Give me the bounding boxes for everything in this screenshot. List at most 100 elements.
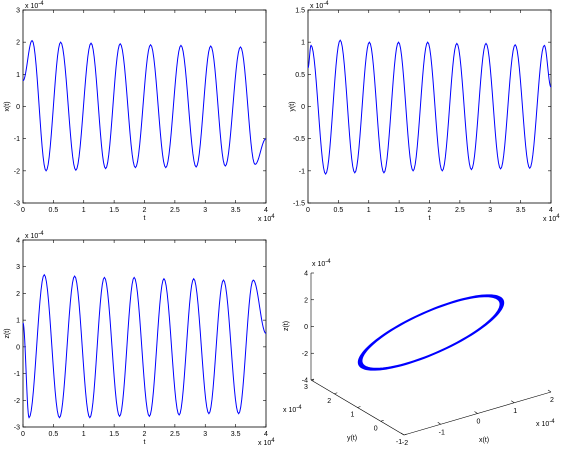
x-tick-label: 1	[367, 207, 371, 214]
x-axis-label: t	[144, 215, 146, 222]
y-axis-label: y(t)	[289, 101, 296, 111]
y-exponent-label-base: x 10	[25, 233, 38, 240]
x-tick-label: 3.5	[231, 207, 241, 214]
plot-area	[22, 9, 267, 204]
x-tick-label: 4	[264, 207, 268, 214]
y-tick-label: 0.5	[295, 72, 305, 79]
y-tick-label: 0	[374, 425, 378, 432]
x-tick-label: 2.5	[455, 207, 465, 214]
y-exponent-label-base: x 10	[283, 407, 296, 414]
y-tick-label: -3	[14, 425, 20, 432]
x-tick-label: 1	[513, 408, 517, 415]
x-tick-label: 3.5	[231, 431, 241, 438]
y-tick-label: -1	[14, 371, 20, 378]
y-tick-mark	[357, 406, 361, 408]
y-tick-mark	[403, 433, 408, 436]
x-tick-label: 3.5	[516, 207, 526, 214]
x-tick-mark	[511, 400, 515, 403]
trajectory-3d	[357, 294, 505, 371]
y-exponent-label: x 10-4	[283, 405, 302, 414]
series-line	[22, 39, 267, 172]
x-tick-label: 2.5	[170, 431, 180, 438]
y-tick-label: -0.5	[293, 136, 305, 143]
subplot-2: 0 0.5 1 1.5 2 2.5 3 3.5 4 -1.5 -1 -0.5 0 0.5 1 1.5 t y(t)…	[289, 1, 560, 223]
x-tick-label: 3	[488, 207, 492, 214]
x-exponent-label: x 104	[258, 438, 275, 447]
y-exponent-label: x 10-4	[25, 231, 44, 240]
y-axis-label: z(t)	[4, 328, 11, 338]
y-tick-label: 3	[304, 384, 308, 391]
x-axis-label: t	[144, 439, 146, 446]
plot-area	[22, 239, 267, 428]
y-tick-label: 1.5	[295, 8, 305, 15]
y-tick-label: 3	[16, 264, 20, 271]
y-axis-label: x(t)	[4, 101, 11, 111]
x-axis-label: x(t)	[479, 437, 489, 444]
x-tick-label: 1.5	[394, 207, 404, 214]
x-tick-label: 0	[21, 207, 25, 214]
y-exponent-label-power: -4	[323, 1, 329, 7]
z-exponent-label-base: x 10	[312, 261, 325, 268]
x-tick-mark	[437, 422, 441, 425]
x-tick-mark	[547, 389, 552, 393]
x-tick-label: 0.5	[334, 207, 344, 214]
x-tick-label: 2	[143, 431, 147, 438]
y-exponent-label-base: x 10	[25, 3, 38, 10]
x-exponent-label-base: x 10	[258, 440, 271, 447]
y-tick-label: -1.5	[293, 201, 305, 208]
x-exponent-label-power: 4	[271, 214, 275, 220]
z-axis-label: z(t)	[283, 321, 290, 331]
y-tick-label: 0	[16, 104, 20, 111]
z-exponent-label: x 10-4	[312, 259, 331, 268]
y-exponent-label-power: -4	[38, 231, 44, 237]
y-tick-label: 2	[16, 291, 20, 298]
x-axis-label: t	[429, 215, 431, 222]
x-exponent-label-power: -4	[549, 419, 555, 425]
y-tick-label: 1	[16, 72, 20, 79]
x-tick-mark	[474, 411, 478, 414]
x-tick-label: 1.5	[109, 207, 119, 214]
x-tick-label: 2	[428, 207, 432, 214]
y-axis-label: y(t)	[347, 435, 357, 442]
x-tick-label: 0	[477, 419, 481, 426]
x-tick-label: 2.5	[170, 207, 180, 214]
plot-area	[307, 9, 552, 204]
z-exponent-label-power: -4	[325, 259, 331, 265]
x-tick-label: 1	[82, 207, 86, 214]
x-exponent-label-base: x 10	[258, 216, 271, 223]
x-exponent-label-power: 4	[271, 438, 275, 444]
z-tick-label: 2	[304, 297, 308, 304]
x-exponent-label-power: 4	[556, 214, 560, 220]
y-exponent-label: x 10-4	[310, 1, 329, 10]
y-tick-label: -1	[299, 168, 305, 175]
y-tick-label: 2	[16, 40, 20, 47]
y-tick-label: 0	[301, 104, 305, 111]
x-exponent-label: x 104	[543, 214, 560, 223]
x-exponent-label: x 10-4	[536, 419, 555, 428]
y-tick-mark	[334, 392, 338, 395]
x-tick-label: 3	[203, 431, 207, 438]
y-tick-label: 3	[16, 8, 20, 15]
y-tick-label: -1	[14, 136, 20, 143]
x-tick-label: 0	[21, 431, 25, 438]
y-tick-label: -2	[14, 398, 20, 405]
x-tick-label: 4	[549, 207, 553, 214]
x-tick-label: 2	[143, 207, 147, 214]
x-tick-label: 0.5	[49, 431, 59, 438]
y-tick-label: 1	[16, 318, 20, 325]
y-tick-mark	[380, 419, 384, 422]
y-tick-label: 1	[351, 412, 355, 419]
y-exponent-label-power: -4	[38, 1, 44, 7]
x-tick-mark	[400, 432, 405, 436]
x-tick-label: 3	[203, 207, 207, 214]
x-exponent-label: x 104	[258, 214, 275, 223]
x-tick-label: -2	[402, 440, 408, 447]
y-tick-label: -2	[14, 168, 20, 175]
z-tick-label: -2	[302, 351, 308, 358]
y-tick-label: 1	[301, 40, 305, 47]
z-tick-label: -4	[302, 378, 308, 385]
series-line	[307, 39, 552, 175]
y-tick-label: 4	[16, 238, 20, 245]
